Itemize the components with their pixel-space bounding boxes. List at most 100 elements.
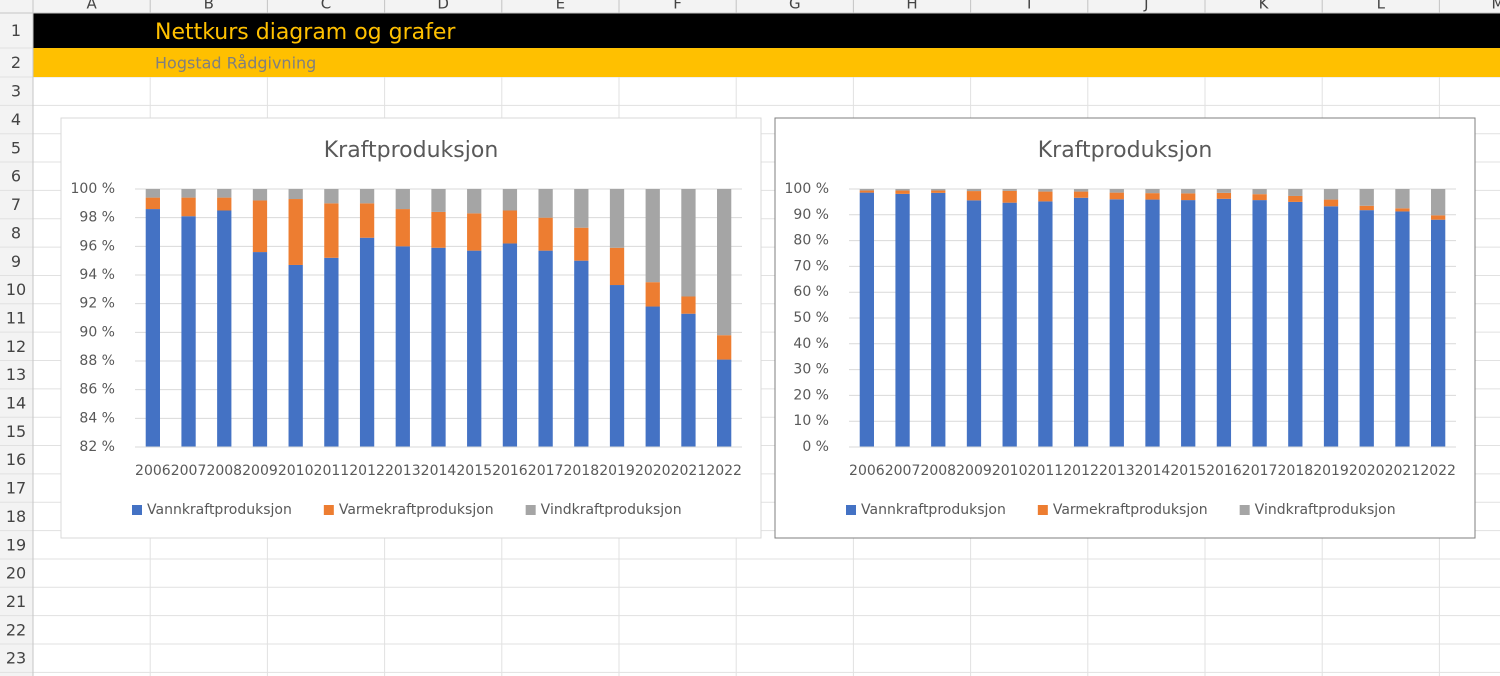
legend-label: Vindkraftproduksjon	[541, 502, 682, 518]
bar-segment	[324, 203, 339, 258]
x-tick-label: 2010	[992, 463, 1028, 479]
y-tick-label: 80 %	[793, 233, 829, 249]
bar-segment	[145, 209, 160, 447]
row-header: 21	[6, 592, 26, 611]
y-tick-label: 10 %	[793, 413, 829, 429]
bar-segment	[502, 243, 518, 447]
legend-swatch	[1037, 505, 1048, 515]
bar-segment	[288, 189, 303, 200]
row-header: 10	[6, 280, 26, 299]
bar-segment	[538, 250, 553, 447]
row-header: 4	[11, 110, 21, 129]
y-tick-label: 96 %	[79, 238, 115, 254]
bar-segment	[895, 189, 910, 191]
legend-swatch	[525, 505, 536, 515]
y-tick-label: 40 %	[793, 336, 829, 352]
legend-swatch	[132, 505, 142, 515]
y-tick-label: 90 %	[79, 324, 115, 340]
bar-segment	[966, 200, 982, 447]
bar-segment	[966, 191, 982, 201]
bar-segment	[1431, 215, 1446, 220]
bar-segment	[431, 189, 446, 212]
charts: Kraftproduksjon 82 % 84 % 86 % 88 % 90 % 92 % 9…	[60, 117, 1476, 539]
x-tick-label: 2012	[349, 463, 385, 479]
column-header: A	[86, 0, 97, 13]
bar-segment	[931, 189, 946, 191]
x-tick-label: 2018	[1278, 463, 1314, 479]
row-header: 7	[11, 195, 21, 214]
legend-swatch	[323, 505, 334, 515]
chart-area	[60, 117, 762, 539]
x-tick-label: 2009	[242, 463, 278, 479]
bar-segment	[859, 190, 874, 193]
bar-segment	[1073, 189, 1089, 192]
x-tick-label: 2006	[135, 463, 171, 479]
bar-segment	[1109, 199, 1124, 447]
bar-segment	[538, 189, 553, 218]
legend-label: Varmekraftproduksjon	[1053, 502, 1208, 518]
bar-segment	[217, 210, 232, 447]
y-tick-label: 50 %	[793, 310, 829, 326]
x-tick-label: 2017	[528, 463, 564, 479]
bar-segment	[288, 199, 303, 265]
column-header: C	[321, 0, 331, 13]
y-tick-label: 100 %	[71, 181, 115, 197]
x-tick-label: 2017	[1242, 463, 1278, 479]
bar-segment	[1002, 189, 1017, 191]
row-header: 6	[11, 167, 21, 186]
column-header: L	[1377, 0, 1386, 13]
bar-segment	[1038, 191, 1053, 202]
bar-segment	[1216, 198, 1232, 447]
bar-segment	[1395, 211, 1410, 447]
bar-segment	[359, 203, 375, 238]
bar-segment	[395, 189, 410, 210]
bar-segment	[217, 189, 232, 198]
row-header: 19	[6, 535, 26, 554]
y-tick-label: 30 %	[793, 362, 829, 378]
x-tick-label: 2020	[1349, 463, 1385, 479]
bar-segment	[609, 189, 625, 248]
bar-segment	[1288, 195, 1303, 202]
bar-segment	[966, 189, 982, 192]
bar-segment	[1323, 206, 1339, 447]
bar-segment	[681, 313, 696, 447]
row-header: 3	[11, 82, 21, 101]
bar-segment	[467, 213, 482, 251]
column-header: H	[906, 0, 917, 13]
row-header: 20	[6, 564, 26, 583]
row-header: 12	[6, 337, 26, 356]
y-tick-label: 86 %	[79, 382, 115, 398]
x-tick-label: 2009	[956, 463, 992, 479]
x-tick-label: 2016	[1206, 463, 1242, 479]
x-tick-label: 2015	[456, 463, 492, 479]
bar-segment	[538, 217, 553, 251]
x-tick-label: 2022	[706, 463, 742, 479]
column-header-bar	[0, 0, 1500, 13]
column-header: I	[1027, 0, 1031, 13]
x-tick-label: 2013	[1099, 463, 1135, 479]
x-tick-label: 2008	[206, 463, 242, 479]
column-header: M	[1492, 0, 1500, 13]
bar-segment	[681, 189, 696, 297]
x-tick-label: 2016	[492, 463, 528, 479]
x-tick-label: 2022	[1420, 463, 1456, 479]
x-tick-label: 2021	[1385, 463, 1421, 479]
x-tick-label: 2011	[314, 463, 350, 479]
subtitle-band	[33, 48, 1500, 77]
x-tick-label: 2020	[635, 463, 671, 479]
chart-area	[774, 117, 1476, 539]
row-header: 14	[6, 394, 26, 413]
bar-segment	[1216, 192, 1232, 199]
bar-segment	[574, 260, 589, 447]
row-header: 1	[11, 21, 21, 40]
bar-segment	[1359, 210, 1374, 447]
bar-segment	[895, 193, 910, 447]
row-header: 15	[6, 422, 26, 441]
bar-segment	[717, 359, 732, 447]
bar-segment	[1073, 191, 1089, 198]
bar-segment	[359, 189, 375, 204]
chart-title: Kraftproduksjon	[1038, 138, 1213, 163]
